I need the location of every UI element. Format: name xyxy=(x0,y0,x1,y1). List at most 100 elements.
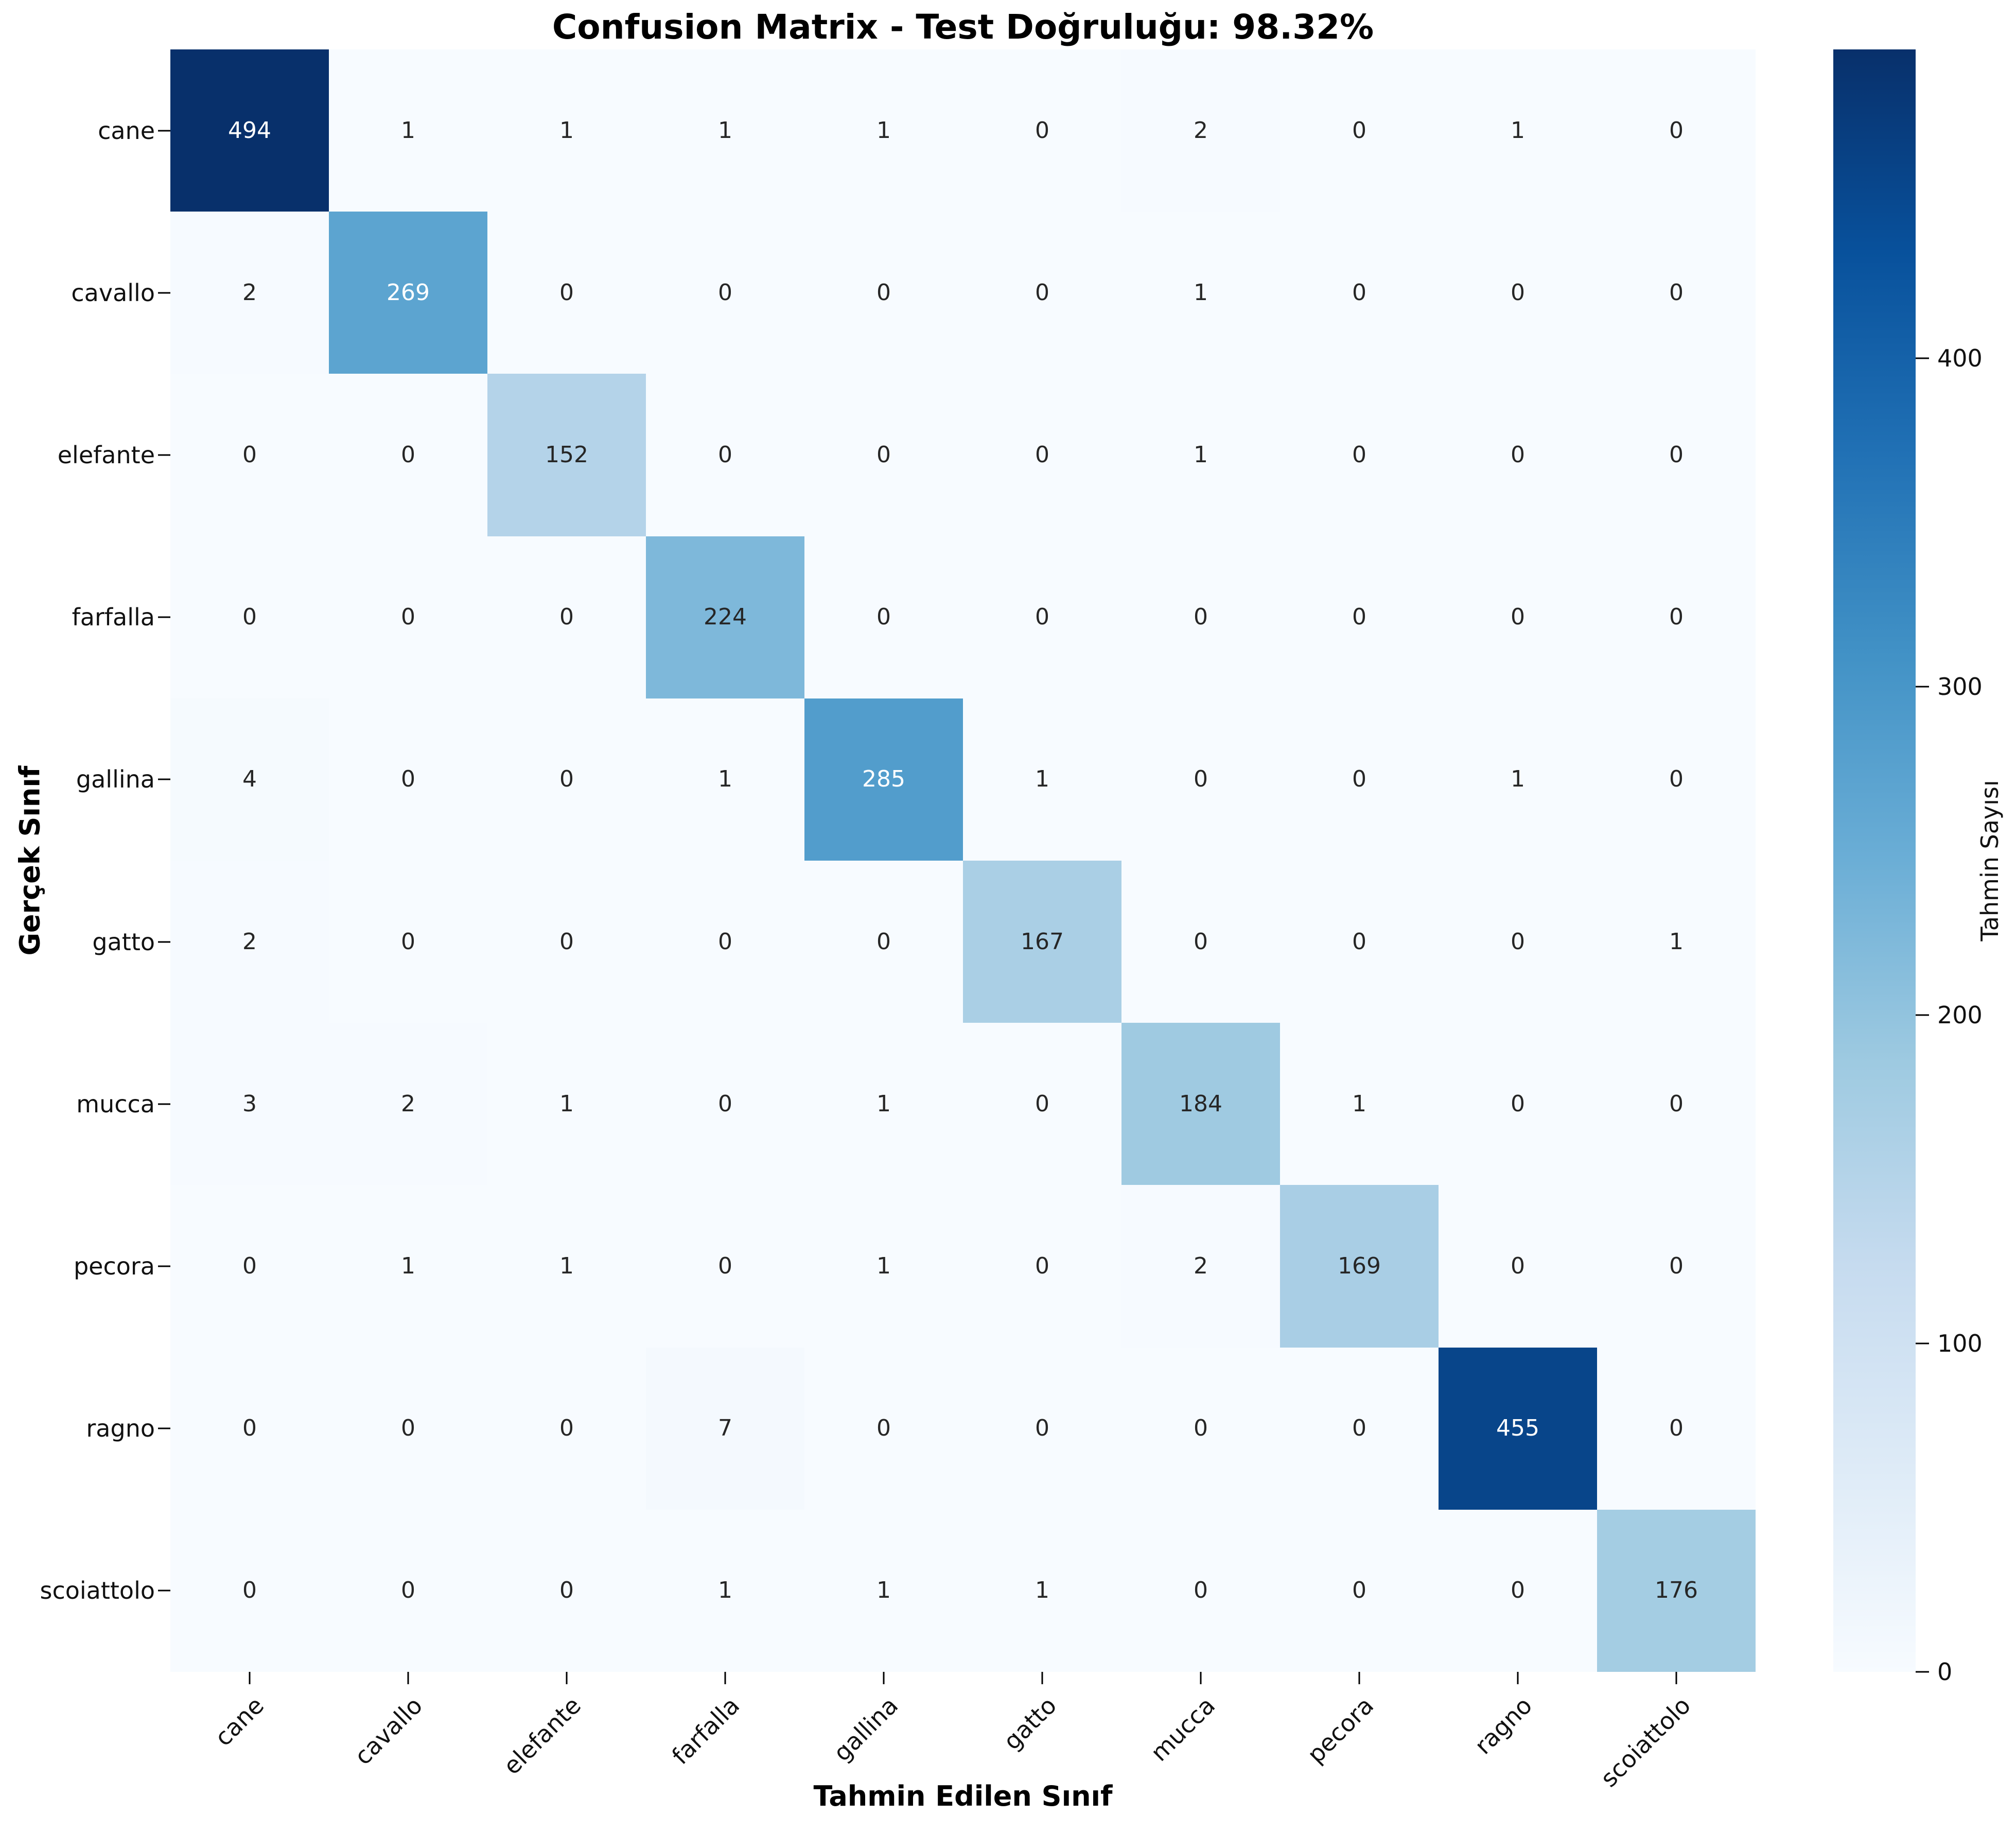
matrix-cell: 0 xyxy=(1597,1347,1756,1510)
matrix-cell: 1 xyxy=(487,1185,646,1348)
matrix-cell: 169 xyxy=(1280,1185,1439,1348)
matrix-cell: 0 xyxy=(1121,698,1280,861)
x-tick-mark xyxy=(566,1672,568,1684)
matrix-cell: 0 xyxy=(1597,49,1756,212)
x-tick-mark xyxy=(1358,1672,1360,1684)
matrix-cell: 0 xyxy=(1439,1023,1597,1185)
colorbar-tick-mark xyxy=(1916,1671,1929,1673)
matrix-cell: 0 xyxy=(646,374,804,536)
matrix-cell: 0 xyxy=(1597,536,1756,698)
matrix-cell: 2 xyxy=(1121,49,1280,212)
y-tick-label: gatto xyxy=(92,928,155,956)
matrix-cell: 184 xyxy=(1121,1023,1280,1185)
matrix-cell: 0 xyxy=(1597,374,1756,536)
colorbar-tick-mark xyxy=(1916,1342,1929,1344)
y-tick-mark xyxy=(158,616,170,618)
colorbar xyxy=(1833,49,1916,1672)
matrix-cell: 167 xyxy=(963,861,1121,1023)
y-tick-mark xyxy=(158,1265,170,1267)
matrix-cell: 1 xyxy=(487,1023,646,1185)
matrix-cell: 2 xyxy=(170,212,329,374)
matrix-cell: 0 xyxy=(329,698,487,861)
matrix-cell: 1 xyxy=(487,49,646,212)
x-tick-mark xyxy=(883,1672,885,1684)
matrix-cell: 0 xyxy=(646,861,804,1023)
matrix-cell: 0 xyxy=(1439,1185,1597,1348)
matrix-cell: 2 xyxy=(170,861,329,1023)
y-tick-mark xyxy=(158,292,170,294)
matrix-cell: 269 xyxy=(329,212,487,374)
colorbar-tick-label: 300 xyxy=(1937,672,1983,701)
colorbar-tick-mark xyxy=(1916,1014,1929,1016)
x-tick-mark xyxy=(1517,1672,1519,1684)
matrix-cell: 0 xyxy=(1280,1347,1439,1510)
chart-title: Confusion Matrix - Test Doğruluğu: 98.32… xyxy=(552,7,1374,47)
matrix-cell: 0 xyxy=(1597,698,1756,861)
matrix-cell: 1 xyxy=(646,698,804,861)
matrix-cell: 0 xyxy=(1280,212,1439,374)
y-tick-label: elefante xyxy=(57,441,155,469)
matrix-cell: 0 xyxy=(1280,698,1439,861)
y-tick-label: ragno xyxy=(86,1414,155,1443)
colorbar-tick-label: 400 xyxy=(1937,344,1983,372)
matrix-cell: 0 xyxy=(487,536,646,698)
matrix-cell: 0 xyxy=(1280,49,1439,212)
matrix-cell: 1 xyxy=(1280,1023,1439,1185)
matrix-cell: 0 xyxy=(1439,212,1597,374)
x-tick-mark xyxy=(724,1672,726,1684)
matrix-cell: 1 xyxy=(1121,374,1280,536)
matrix-cell: 0 xyxy=(963,374,1121,536)
matrix-cell: 0 xyxy=(804,374,963,536)
x-tick-mark xyxy=(1200,1672,1202,1684)
matrix-cell: 0 xyxy=(963,1023,1121,1185)
y-tick-label: cane xyxy=(98,116,155,145)
matrix-cell: 0 xyxy=(646,1185,804,1348)
matrix-cell: 1 xyxy=(963,1509,1121,1672)
heatmap-grid: 494 1 1 1 1 0 2 0 1 0 2 269 0 0 0 0 1 0 0 0 0 0 152 0 0 0 1 0 0 0 0 0 0 2… xyxy=(170,49,1756,1672)
matrix-cell: 0 xyxy=(1280,536,1439,698)
matrix-cell: 7 xyxy=(646,1347,804,1510)
matrix-cell: 0 xyxy=(1439,861,1597,1023)
y-tick-mark xyxy=(158,130,170,132)
matrix-cell: 224 xyxy=(646,536,804,698)
matrix-cell: 0 xyxy=(1439,1509,1597,1672)
matrix-cell: 0 xyxy=(804,1347,963,1510)
matrix-cell: 0 xyxy=(963,1347,1121,1510)
matrix-cell: 0 xyxy=(1121,536,1280,698)
matrix-cell: 1 xyxy=(329,49,487,212)
matrix-cell: 1 xyxy=(804,1185,963,1348)
y-tick-label: cavallo xyxy=(71,278,155,307)
matrix-cell: 0 xyxy=(1597,1185,1756,1348)
y-tick-label: gallina xyxy=(76,765,155,794)
colorbar-tick-mark xyxy=(1916,686,1929,688)
matrix-cell: 1 xyxy=(1439,698,1597,861)
y-tick-label: scoiattolo xyxy=(40,1577,155,1605)
matrix-cell: 0 xyxy=(1439,374,1597,536)
matrix-cell: 176 xyxy=(1597,1509,1756,1672)
matrix-cell: 0 xyxy=(487,698,646,861)
matrix-cell: 0 xyxy=(329,1509,487,1672)
matrix-cell: 0 xyxy=(1597,1023,1756,1185)
x-tick-mark xyxy=(1675,1672,1677,1684)
y-tick-label: mucca xyxy=(76,1090,155,1118)
matrix-cell: 152 xyxy=(487,374,646,536)
matrix-cell: 2 xyxy=(329,1023,487,1185)
matrix-cell: 0 xyxy=(804,861,963,1023)
matrix-cell: 1 xyxy=(963,698,1121,861)
colorbar-tick-label: 0 xyxy=(1937,1658,1953,1686)
matrix-cell: 1 xyxy=(804,1023,963,1185)
matrix-cell: 494 xyxy=(170,49,329,212)
y-tick-mark xyxy=(158,778,170,780)
x-tick-mark xyxy=(1041,1672,1043,1684)
matrix-cell: 0 xyxy=(170,536,329,698)
colorbar-tick-mark xyxy=(1916,357,1929,359)
matrix-cell: 0 xyxy=(487,212,646,374)
x-tick-mark xyxy=(249,1672,251,1684)
y-tick-label: pecora xyxy=(73,1252,155,1280)
matrix-cell: 0 xyxy=(1121,1509,1280,1672)
y-tick-mark xyxy=(158,454,170,456)
matrix-cell: 1 xyxy=(804,1509,963,1672)
matrix-cell: 0 xyxy=(963,212,1121,374)
matrix-cell: 0 xyxy=(646,212,804,374)
